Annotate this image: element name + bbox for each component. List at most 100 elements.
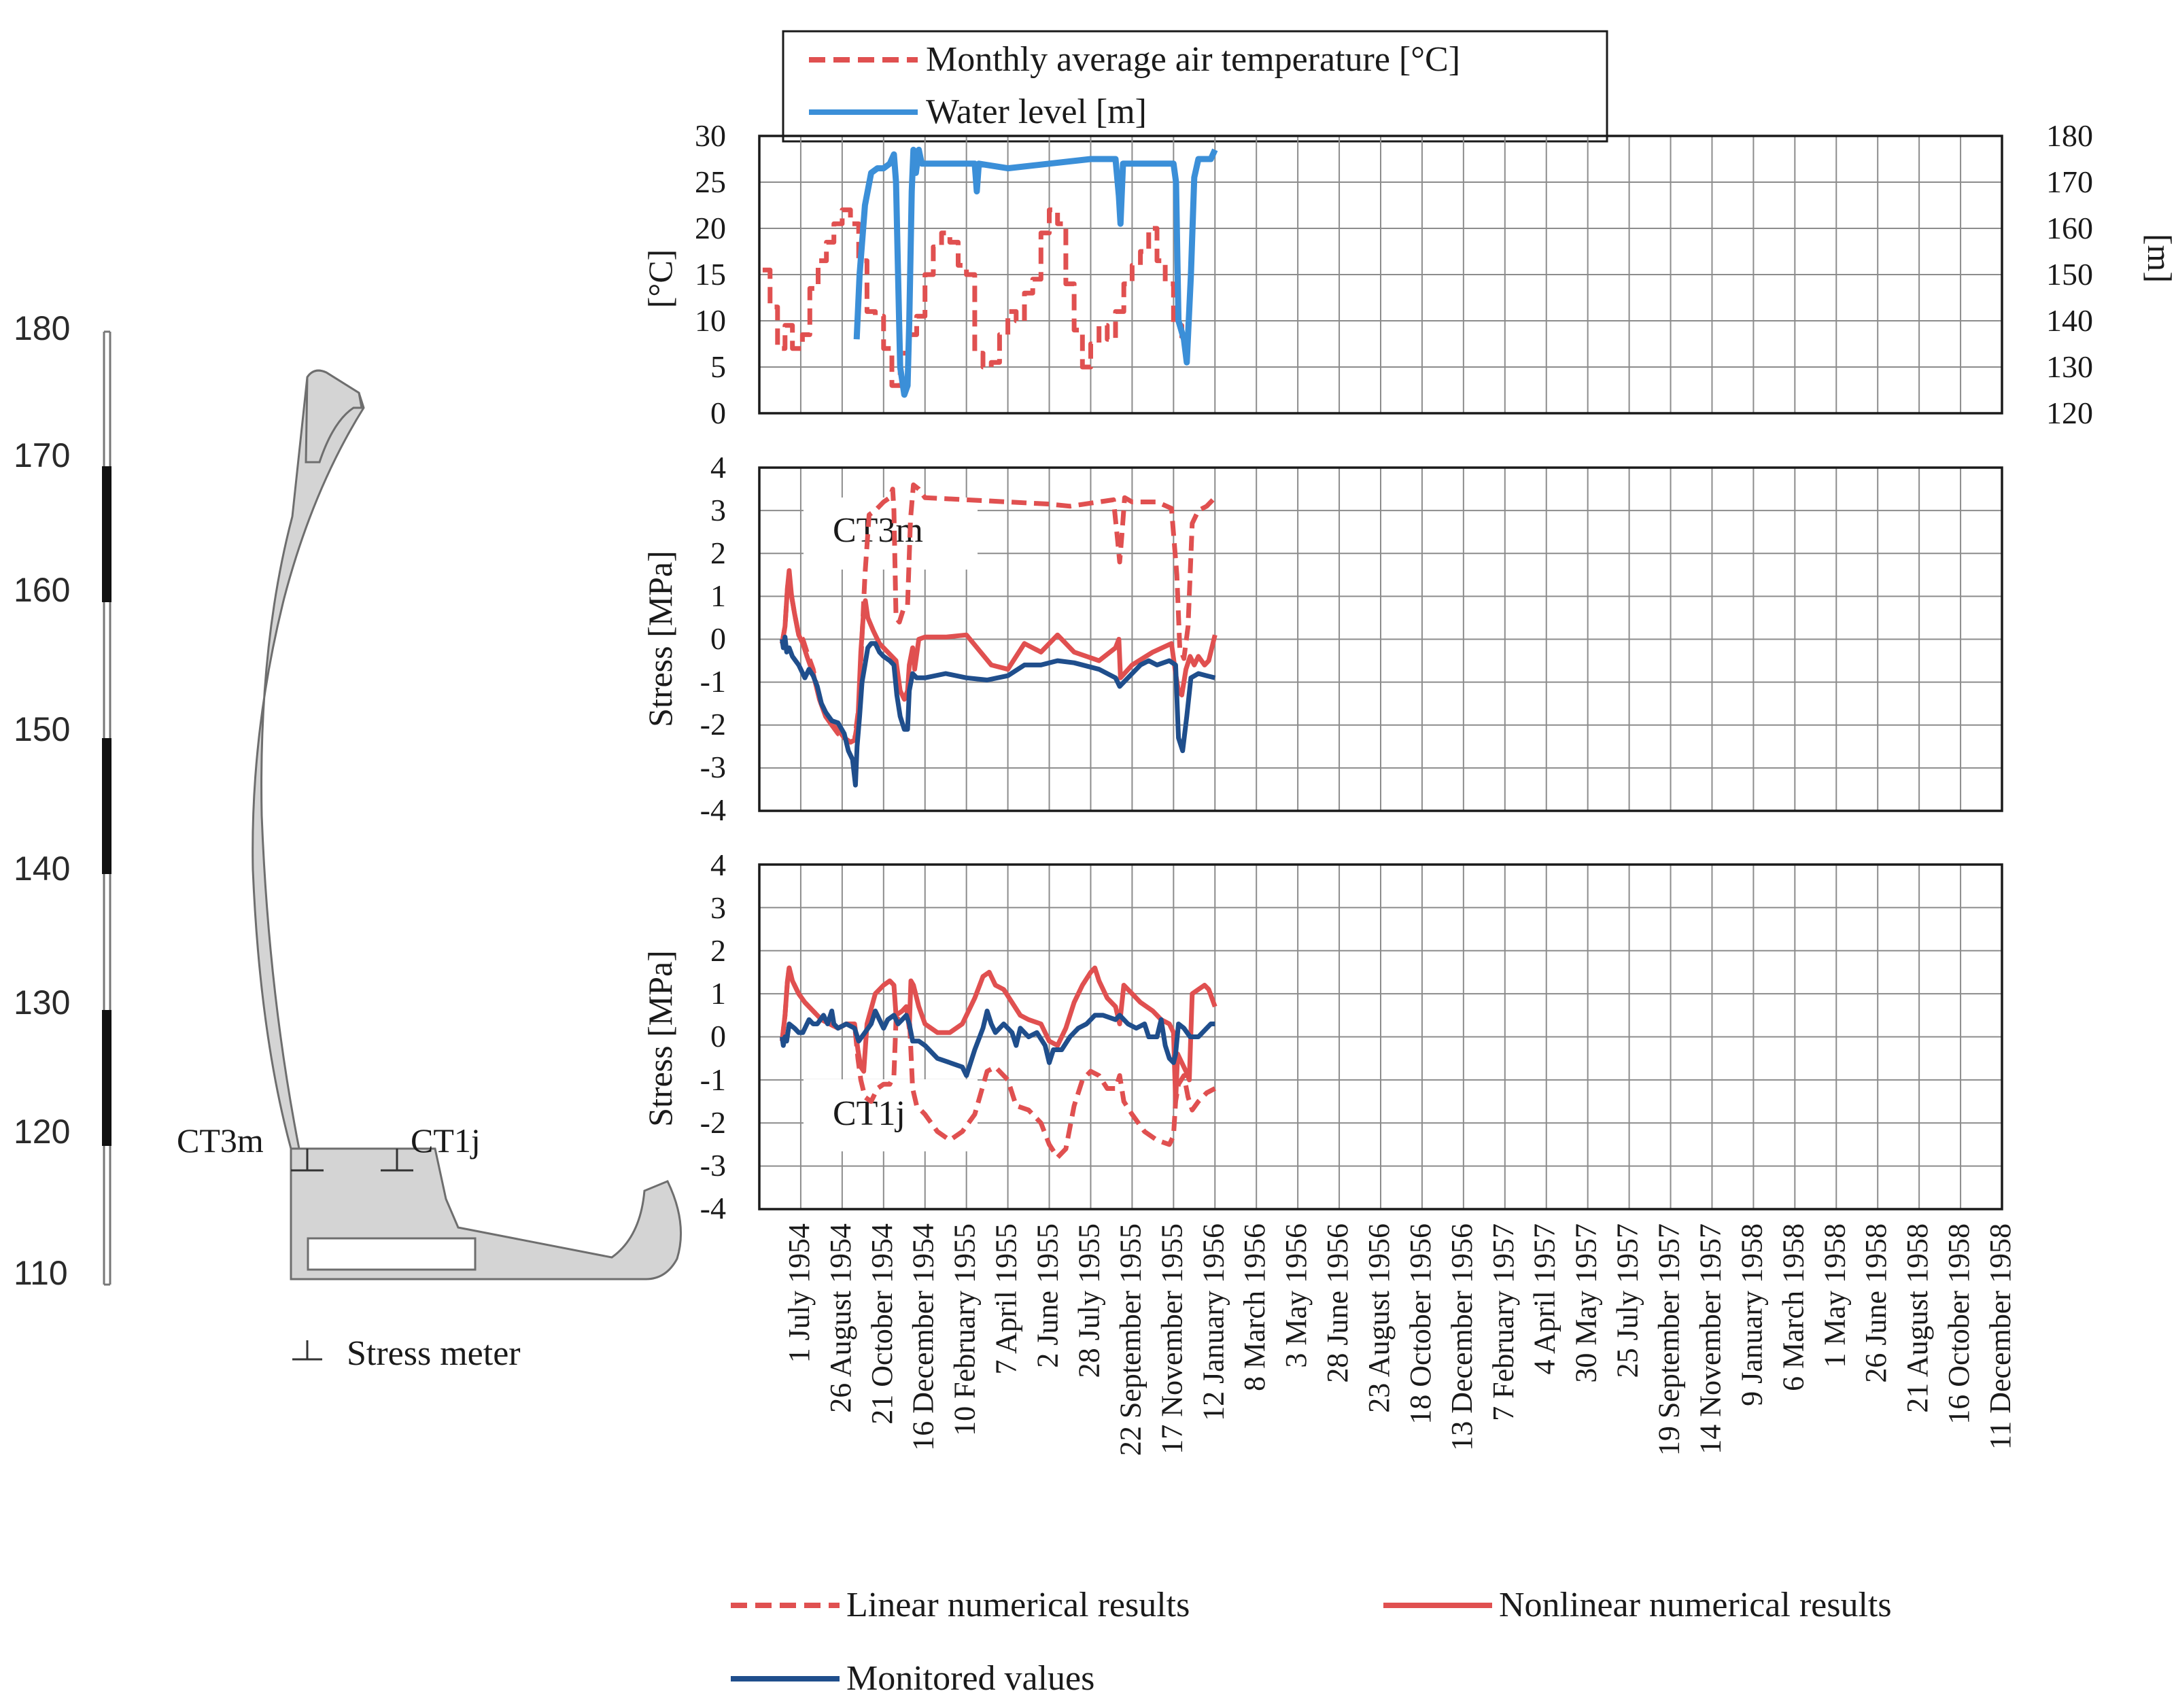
elevation-scale-dark-band xyxy=(102,1010,111,1146)
x-axis-date-label: 26 August 1954 xyxy=(824,1223,857,1413)
elevation-scale-dark-band xyxy=(102,738,111,874)
x-axis-date-label: 1 May 1958 xyxy=(1818,1223,1851,1368)
x-axis-date-label: 11 December 1958 xyxy=(1984,1223,2017,1450)
stress-meter-marks xyxy=(291,1149,413,1172)
water-y-tick: 120 xyxy=(2046,396,2093,430)
temp-y-axis-label: [°C] xyxy=(641,249,679,309)
x-axis-date-label: 17 November 1955 xyxy=(1155,1223,1188,1454)
water-y-axis-label: [m] xyxy=(2141,234,2176,283)
x-axis-date-label: 8 March 1956 xyxy=(1238,1223,1271,1391)
ct3m-y-tick: 0 xyxy=(710,621,726,656)
x-axis-date-labels: 1 July 1954 26 August 1954 21 October 1954… xyxy=(782,1223,2017,1456)
water-y-tick: 150 xyxy=(2046,257,2093,292)
x-axis-date-label: 7 April 1955 xyxy=(990,1223,1023,1374)
ct1j-y-tick: 4 xyxy=(710,848,726,882)
ct3m-y-axis-label: Stress [MPa] xyxy=(641,551,679,727)
x-axis-date-label: 3 May 1956 xyxy=(1279,1223,1313,1368)
x-axis-date-label: 10 February 1955 xyxy=(948,1223,982,1436)
x-axis-date-label: 28 July 1955 xyxy=(1073,1223,1106,1378)
x-axis-date-label: 18 October 1956 xyxy=(1404,1223,1437,1425)
ct3m-label-box xyxy=(804,498,978,570)
temp-y-tick: 25 xyxy=(695,164,726,199)
ct1j-y-tick: 2 xyxy=(710,933,726,968)
x-axis-date-label: 19 September 1957 xyxy=(1653,1223,1686,1456)
x-axis-date-label: 9 January 1958 xyxy=(1735,1223,1768,1406)
elevation-tick: 160 xyxy=(14,571,70,609)
ct1j-linear-numerical-results-series xyxy=(780,965,1216,1160)
x-axis-date-label: 7 February 1957 xyxy=(1487,1223,1520,1421)
x-axis-date-label: 2 June 1955 xyxy=(1031,1223,1065,1368)
ct1j-y-tick: -2 xyxy=(700,1105,726,1140)
ct1j-y-tick: 1 xyxy=(710,976,726,1011)
x-axis-date-label: 6 March 1958 xyxy=(1776,1223,1810,1391)
x-axis-date-label: 16 December 1954 xyxy=(907,1223,940,1451)
water-legend-label: Water level [m] xyxy=(926,92,1147,131)
bottom-legend: Linear numerical results Nonlinear numer… xyxy=(731,1586,1892,1698)
climate-legend: Monthly average air temperature [°C] Wat… xyxy=(782,30,1608,143)
ct3m-y-tick: 2 xyxy=(710,536,726,570)
sensor-label-ct1j: CT1j xyxy=(411,1121,481,1160)
x-axis-date-label: 16 October 1958 xyxy=(1942,1223,1975,1425)
water-y-tick: 180 xyxy=(2046,118,2093,153)
ct1j-y-tick: 0 xyxy=(710,1019,726,1053)
ct3m-monitored-values-series xyxy=(780,634,1216,788)
water-y-tick: 160 xyxy=(2046,211,2093,245)
temp-y-tick: 20 xyxy=(695,211,726,245)
x-axis-date-label: 14 November 1957 xyxy=(1694,1223,1727,1454)
elevation-tick: 120 xyxy=(14,1113,70,1151)
ct3m-y-tick: 1 xyxy=(710,578,726,613)
elevation-tick: 170 xyxy=(14,436,70,474)
temperature-legend-label: Monthly average air temperature [°C] xyxy=(926,40,1460,79)
x-axis-date-label: 28 June 1956 xyxy=(1321,1223,1354,1383)
elevation-scale-dark-band xyxy=(102,466,111,602)
ct3m-y-tick: 4 xyxy=(710,450,726,485)
x-axis-date-label: 13 December 1956 xyxy=(1445,1223,1479,1451)
x-axis-date-label: 1 July 1954 xyxy=(782,1223,816,1363)
water-y-tick: 140 xyxy=(2046,303,2093,338)
stress-meter-legend-label: Stress meter xyxy=(347,1334,521,1373)
ct1j-y-tick: 3 xyxy=(710,890,726,925)
dam-section xyxy=(252,369,683,1280)
monitored-legend-label: Monitored values xyxy=(846,1659,1094,1698)
water-y-tick: 130 xyxy=(2046,349,2093,384)
elevation-tick: 150 xyxy=(14,710,70,748)
ct3m-y-tick: -3 xyxy=(700,750,726,784)
sensor-label-ct3m: CT3m xyxy=(177,1121,264,1160)
climate-chart: 0 5 10 15 20 25 30 120 130 140 150 160 1… xyxy=(641,118,2176,430)
x-axis-date-label: 21 October 1954 xyxy=(865,1223,899,1425)
ct3m-y-tick: -2 xyxy=(700,707,726,742)
dam-panel: 180 170 160 150 140 130 120 110 CT3m CT1… xyxy=(14,309,683,1373)
temp-y-tick: 10 xyxy=(695,303,726,338)
x-axis-date-label: 30 May 1957 xyxy=(1570,1223,1603,1383)
ct1j-y-axis-label: Stress [MPa] xyxy=(641,950,679,1127)
elevation-tick: 130 xyxy=(14,983,70,1022)
ct1j-chart-frame xyxy=(758,863,2003,1210)
dam-gallery xyxy=(307,1237,477,1271)
ct3m-chart-frame xyxy=(758,466,2003,812)
ct3m-chart: CT3m -4 -3 -2 -1 0 1 2 3 4 Stress [MPa] xyxy=(641,450,2003,827)
ct1j-chart: CT1j -4 -3 -2 -1 0 1 2 3 4 Stress [MPa] xyxy=(641,848,2003,1225)
dam-crest xyxy=(305,369,363,464)
x-axis-date-label: 26 June 1958 xyxy=(1859,1223,1893,1383)
temp-y-tick: 30 xyxy=(695,118,726,153)
temp-y-tick: 5 xyxy=(710,349,726,384)
ct1j-y-tick: -1 xyxy=(700,1062,726,1097)
monthly-average-air-temperature-series xyxy=(762,207,1186,388)
ct3m-y-tick: -4 xyxy=(700,792,726,827)
linear-legend-label: Linear numerical results xyxy=(846,1586,1190,1624)
ct1j-y-tick: -4 xyxy=(700,1191,726,1225)
x-axis-date-label: 21 August 1958 xyxy=(1901,1223,1934,1413)
x-axis-date-label: 12 January 1956 xyxy=(1196,1223,1230,1421)
climate-legend-box xyxy=(782,30,1608,143)
water-level-series xyxy=(853,146,1218,398)
ct1j-monitored-values-series xyxy=(780,1009,1215,1078)
ct3m-y-tick: -1 xyxy=(700,664,726,699)
temp-y-tick: 0 xyxy=(710,396,726,430)
elevation-tick: 110 xyxy=(14,1254,68,1292)
temp-y-tick: 15 xyxy=(695,257,726,292)
ct3m-y-tick: 3 xyxy=(710,493,726,527)
elevation-tick: 140 xyxy=(14,850,70,888)
x-axis-date-label: 4 April 1957 xyxy=(1528,1223,1561,1374)
water-y-tick: 170 xyxy=(2046,164,2093,199)
